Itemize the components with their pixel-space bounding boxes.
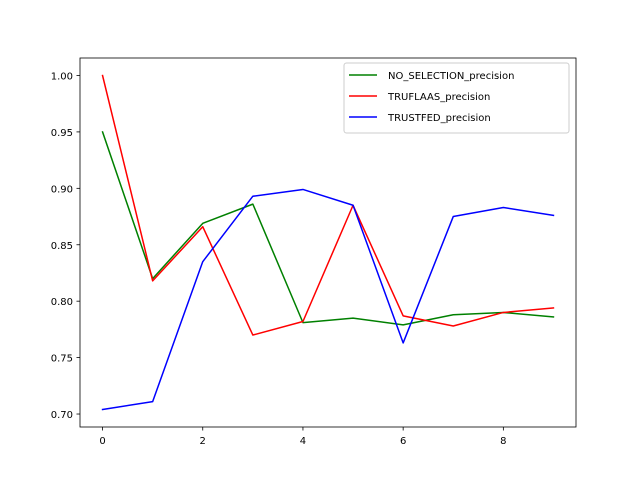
x-tick-label: 2: [200, 436, 206, 447]
series-line-2: [101, 188, 555, 411]
axes-layer: 0 2 4 6 8 0.70 0.75 0.80 0.85 0.90 0.95 1.00: [51, 57, 577, 447]
x-tick-label: 4: [300, 436, 306, 447]
y-tick-label: 0.95: [51, 128, 73, 139]
y-tick-label: 0.80: [51, 297, 73, 308]
plot-frame: [79, 57, 577, 428]
legend-box: [343, 62, 570, 134]
x-tick-label: 0: [99, 436, 105, 447]
y-tick-label: 1.00: [51, 71, 73, 82]
series-layer: [101, 74, 555, 411]
series-line-0: [101, 130, 555, 326]
y-tick-label: 0.75: [51, 354, 73, 365]
legend-label-0: NO_SELECTION_precision: [388, 71, 514, 82]
x-tick-label: 6: [400, 436, 406, 447]
y-tick-label: 0.70: [51, 410, 73, 421]
legend-label-2: TRUSTFED_precision: [387, 113, 491, 124]
series-line-1: [101, 74, 555, 336]
y-tick-label: 0.85: [51, 241, 73, 252]
x-tick-label: 8: [500, 436, 506, 447]
y-tick-label: 0.90: [51, 184, 73, 195]
legend-label-1: TRUFLAAS_precision: [387, 92, 490, 103]
legend: NO_SELECTION_precision TRUFLAAS_precision…: [343, 62, 570, 134]
